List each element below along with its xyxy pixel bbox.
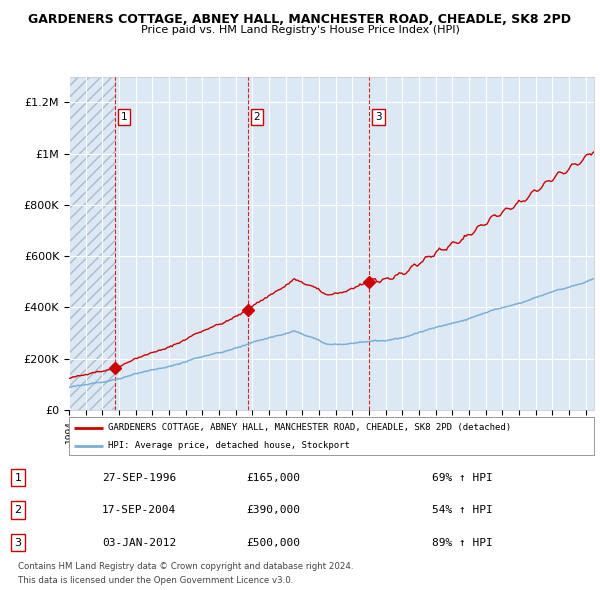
Text: £165,000: £165,000 [246, 473, 300, 483]
Text: 69% ↑ HPI: 69% ↑ HPI [432, 473, 493, 483]
Bar [69, 77, 115, 410]
Text: GARDENERS COTTAGE, ABNEY HALL, MANCHESTER ROAD, CHEADLE, SK8 2PD (detached): GARDENERS COTTAGE, ABNEY HALL, MANCHESTE… [109, 424, 511, 432]
Text: Price paid vs. HM Land Registry's House Price Index (HPI): Price paid vs. HM Land Registry's House … [140, 25, 460, 35]
Text: £390,000: £390,000 [246, 505, 300, 515]
Text: This data is licensed under the Open Government Licence v3.0.: This data is licensed under the Open Gov… [18, 576, 293, 585]
Text: GARDENERS COTTAGE, ABNEY HALL, MANCHESTER ROAD, CHEADLE, SK8 2PD: GARDENERS COTTAGE, ABNEY HALL, MANCHESTE… [29, 13, 571, 26]
Text: 03-JAN-2012: 03-JAN-2012 [102, 537, 176, 548]
Text: Contains HM Land Registry data © Crown copyright and database right 2024.: Contains HM Land Registry data © Crown c… [18, 562, 353, 571]
Text: 3: 3 [14, 537, 22, 548]
Bar [69, 77, 115, 410]
Text: 1: 1 [14, 473, 22, 483]
Text: 3: 3 [375, 112, 382, 122]
Text: 2: 2 [254, 112, 260, 122]
Text: 54% ↑ HPI: 54% ↑ HPI [432, 505, 493, 515]
Text: 17-SEP-2004: 17-SEP-2004 [102, 505, 176, 515]
Text: HPI: Average price, detached house, Stockport: HPI: Average price, detached house, Stoc… [109, 441, 350, 450]
Text: 1: 1 [121, 112, 127, 122]
Text: 89% ↑ HPI: 89% ↑ HPI [432, 537, 493, 548]
Text: 2: 2 [14, 505, 22, 515]
Text: £500,000: £500,000 [246, 537, 300, 548]
Text: 27-SEP-1996: 27-SEP-1996 [102, 473, 176, 483]
